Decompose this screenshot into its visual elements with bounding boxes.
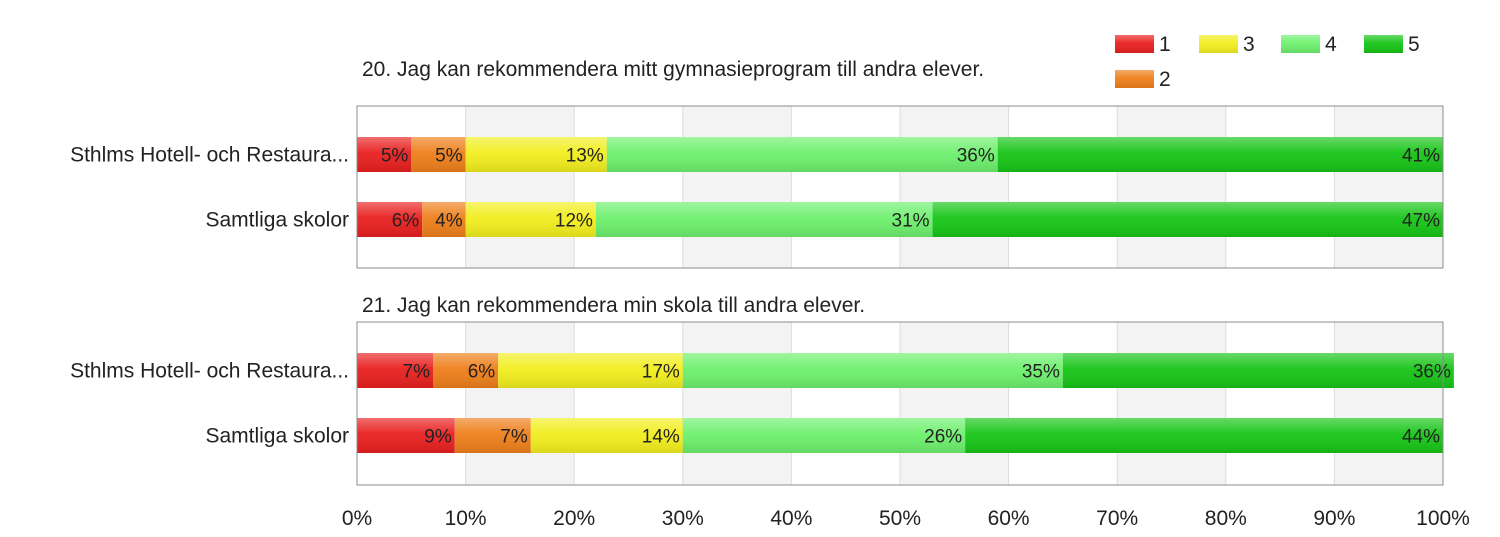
data-label: 7% bbox=[403, 362, 431, 383]
data-label: 12% bbox=[555, 211, 593, 232]
grid-band bbox=[900, 106, 1009, 268]
bar-shade bbox=[682, 418, 966, 453]
legend-swatch-shade bbox=[1199, 35, 1238, 53]
x-tick-label: 20% bbox=[553, 507, 595, 530]
data-label: 4% bbox=[435, 211, 463, 232]
legend-swatch-shade bbox=[1115, 35, 1154, 53]
data-label: 35% bbox=[1022, 362, 1060, 383]
bar-shade bbox=[411, 137, 466, 172]
bar-shade bbox=[1062, 353, 1454, 388]
x-axis: 0% 10% 20% 30% 40% 50% 60% 70% 80% 90% 100% bbox=[342, 507, 1470, 530]
bar-shade bbox=[454, 418, 531, 453]
x-tick-label: 10% bbox=[445, 507, 487, 530]
bar-shade bbox=[433, 353, 499, 388]
bar-shade bbox=[997, 137, 1443, 172]
data-label: 47% bbox=[1402, 211, 1440, 232]
x-tick-label: 60% bbox=[988, 507, 1030, 530]
grid-band bbox=[900, 322, 1009, 485]
legend-item-3: 3 bbox=[1199, 33, 1255, 56]
data-label: 31% bbox=[892, 211, 930, 232]
grid-band bbox=[465, 106, 575, 268]
legend-label: 2 bbox=[1159, 68, 1171, 91]
x-tick-label: 70% bbox=[1096, 507, 1138, 530]
grid-band bbox=[1117, 106, 1226, 268]
bar-shade bbox=[498, 353, 683, 388]
legend-label: 1 bbox=[1159, 33, 1171, 56]
legend-item-1: 1 bbox=[1115, 33, 1171, 56]
data-label: 17% bbox=[642, 362, 680, 383]
data-label: 14% bbox=[642, 427, 680, 448]
panel-title: 21. Jag kan rekommendera min skola till … bbox=[362, 294, 865, 317]
grid-band bbox=[1334, 322, 1443, 485]
category-label: Sthlms Hotell- och Restaura... bbox=[70, 360, 349, 383]
legend-label: 3 bbox=[1243, 33, 1255, 56]
data-label: 36% bbox=[1413, 362, 1451, 383]
legend-item-5: 5 bbox=[1364, 33, 1420, 56]
panel-title: 20. Jag kan rekommendera mitt gymnasiepr… bbox=[362, 58, 984, 81]
category-label: Samtliga skolor bbox=[205, 209, 349, 232]
grid-band bbox=[1117, 322, 1226, 485]
grid-band bbox=[1334, 106, 1443, 268]
data-label: 5% bbox=[381, 146, 409, 167]
bar-shade bbox=[530, 418, 683, 453]
x-tick-label: 30% bbox=[662, 507, 704, 530]
data-label: 13% bbox=[566, 146, 604, 167]
data-label: 9% bbox=[424, 427, 452, 448]
bar-shade bbox=[357, 353, 434, 388]
x-tick-label: 0% bbox=[342, 507, 372, 530]
bar-shade bbox=[606, 137, 998, 172]
legend-swatch-shade bbox=[1364, 35, 1403, 53]
data-label: 26% bbox=[924, 427, 962, 448]
x-tick-label: 50% bbox=[879, 507, 921, 530]
bar-shade bbox=[465, 137, 607, 172]
data-label: 44% bbox=[1402, 427, 1440, 448]
grid-band bbox=[465, 322, 575, 485]
x-tick-label: 100% bbox=[1416, 507, 1470, 530]
data-label: 6% bbox=[392, 211, 420, 232]
legend-swatch-shade bbox=[1281, 35, 1320, 53]
panel-2: 21. Jag kan rekommendera min skola till … bbox=[70, 294, 1454, 486]
x-tick-label: 40% bbox=[770, 507, 812, 530]
plot-border bbox=[356, 321, 1444, 486]
data-label: 7% bbox=[500, 427, 528, 448]
bar-shade bbox=[357, 137, 412, 172]
chart-panels: 20. Jag kan rekommendera mitt gymnasiepr… bbox=[70, 58, 1454, 486]
grid-band bbox=[682, 322, 792, 485]
legend-label: 5 bbox=[1408, 33, 1420, 56]
bar-shade bbox=[965, 418, 1443, 453]
legend: 1 3 4 5 2 bbox=[1115, 33, 1420, 91]
category-label: Samtliga skolor bbox=[205, 425, 349, 448]
bar-shade bbox=[595, 202, 933, 237]
legend-item-2: 2 bbox=[1115, 68, 1171, 91]
bar-shade bbox=[682, 353, 1063, 388]
legend-label: 4 bbox=[1325, 33, 1337, 56]
data-label: 36% bbox=[957, 146, 995, 167]
plot-border bbox=[356, 105, 1444, 269]
panel-1: 20. Jag kan rekommendera mitt gymnasiepr… bbox=[70, 58, 1444, 269]
bar-shade bbox=[465, 202, 596, 237]
legend-item-4: 4 bbox=[1281, 33, 1337, 56]
grid-band bbox=[682, 106, 792, 268]
legend-swatch-shade bbox=[1115, 70, 1154, 88]
x-tick-label: 90% bbox=[1313, 507, 1355, 530]
data-label: 41% bbox=[1402, 146, 1440, 167]
category-label: Sthlms Hotell- och Restaura... bbox=[70, 144, 349, 167]
bar-shade bbox=[932, 202, 1443, 237]
bar-shade bbox=[422, 202, 466, 237]
bar-shade bbox=[357, 202, 423, 237]
data-label: 5% bbox=[435, 146, 463, 167]
data-label: 6% bbox=[468, 362, 496, 383]
bar-shade bbox=[357, 418, 455, 453]
x-tick-label: 80% bbox=[1205, 507, 1247, 530]
